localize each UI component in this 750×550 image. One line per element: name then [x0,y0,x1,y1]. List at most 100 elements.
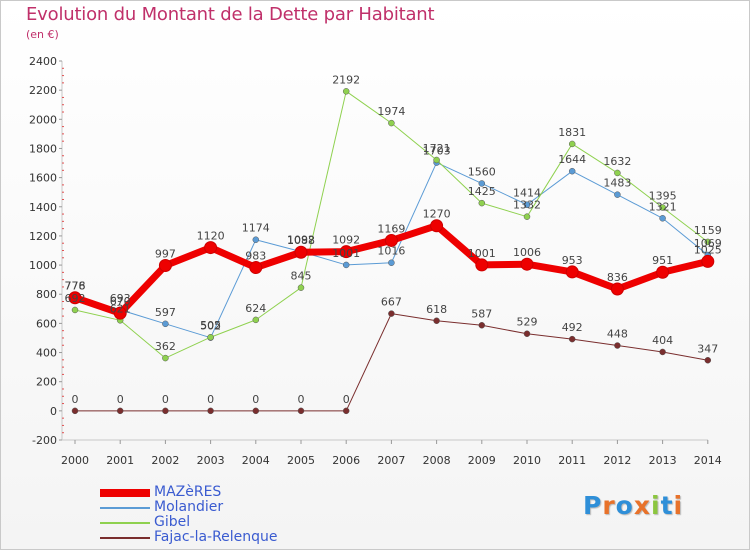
data-point [116,407,124,415]
series-2 [71,88,712,362]
data-label: 621 [110,302,131,315]
logo-letter: r [602,491,616,520]
data-label: 502 [200,320,221,333]
data-point [659,348,666,356]
legend-swatch [100,536,150,539]
data-label: 1703 [423,145,451,158]
data-point [520,257,534,271]
series-0 [68,219,715,320]
data-point [568,335,576,343]
data-label: 1425 [468,185,496,198]
chart-title: Evolution du Montant de la Dette par Hab… [26,4,435,25]
data-point [297,407,305,415]
data-point [614,169,621,177]
data-point [207,333,214,341]
data-point [614,191,621,198]
data-point [478,199,486,207]
data-label: 1001 [468,247,496,260]
data-label: 836 [607,271,628,284]
x-tick-label: 2008 [423,454,451,467]
y-tick-label: 1000 [29,259,57,272]
data-label: 692 [65,292,86,305]
data-point [162,354,169,362]
y-tick-label: 1600 [29,172,57,185]
data-label: 1169 [377,222,405,235]
data-point [162,407,169,415]
data-label: 448 [607,328,628,341]
y-tick-label: 1200 [29,230,57,243]
legend-item: Fajac-la-Relenque [100,530,278,545]
logo-letter: o [615,491,634,520]
y-tick-label: 800 [36,288,57,301]
legend-swatch [100,488,150,497]
data-label: 1974 [377,105,405,118]
data-point [252,316,260,324]
data-label: 624 [245,302,266,315]
legend: MAZèRES Molandier Gibel Fajac-la-Relenque [100,485,278,545]
data-label: 618 [426,303,447,316]
data-point [158,259,172,273]
x-tick-label: 2003 [197,454,225,467]
logo-letter: x [633,491,651,520]
data-point [478,322,486,329]
data-label: 1025 [694,243,722,256]
x-tick-label: 2005 [287,454,315,467]
data-point [433,317,440,325]
data-point [433,156,440,164]
data-label: 1016 [377,245,405,258]
data-point [388,119,395,127]
data-point [478,180,486,187]
data-point [704,238,712,246]
x-tick-label: 2000 [61,454,89,467]
y-tick-label: 1800 [29,142,57,155]
data-point [384,233,398,247]
data-label: 845 [291,270,312,283]
data-point [68,291,82,305]
data-label: 1006 [513,246,541,259]
data-point [568,140,576,148]
legend-item: MAZèRES [100,485,278,500]
data-label: 0 [252,393,259,406]
data-label: 1092 [332,234,360,247]
series-3 [71,310,712,415]
data-label: 1644 [558,153,586,166]
data-point [204,241,218,255]
proxiti-logo: Proxiti [583,491,683,520]
data-point [342,88,350,95]
x-tick-label: 2002 [151,454,179,467]
y-tick-label: 200 [36,376,57,389]
y-tick-label: 2000 [29,113,57,126]
data-point [614,342,621,349]
logo-letter: i [673,491,684,520]
legend-label: MAZèRES [154,484,222,500]
data-label: 492 [562,321,583,334]
data-point [388,259,395,266]
x-tick-label: 2001 [106,454,134,467]
data-label: 997 [155,248,176,261]
logo-letter: t [660,491,674,520]
data-point [342,261,350,269]
data-point [249,261,263,275]
data-label: 1321 [649,200,677,213]
data-label: 347 [697,342,718,355]
data-label: 0 [117,393,124,406]
x-tick-label: 2009 [468,454,496,467]
data-point [113,306,127,320]
data-label: 1414 [513,187,541,200]
y-tick-label: 2400 [29,55,57,68]
data-label: 1560 [468,165,496,178]
data-label: 1001 [332,247,360,260]
data-label: 1088 [287,234,315,247]
data-label: 0 [162,393,169,406]
data-label: 2192 [332,73,360,86]
data-label: 404 [652,334,673,347]
data-point [659,204,666,211]
data-label: 1395 [649,189,677,202]
x-tick-label: 2004 [242,454,270,467]
data-point [207,407,214,415]
data-label: 597 [155,306,176,319]
data-label: 670 [110,295,131,308]
data-label: 1831 [558,126,586,139]
y-tick-label: 600 [36,317,57,330]
